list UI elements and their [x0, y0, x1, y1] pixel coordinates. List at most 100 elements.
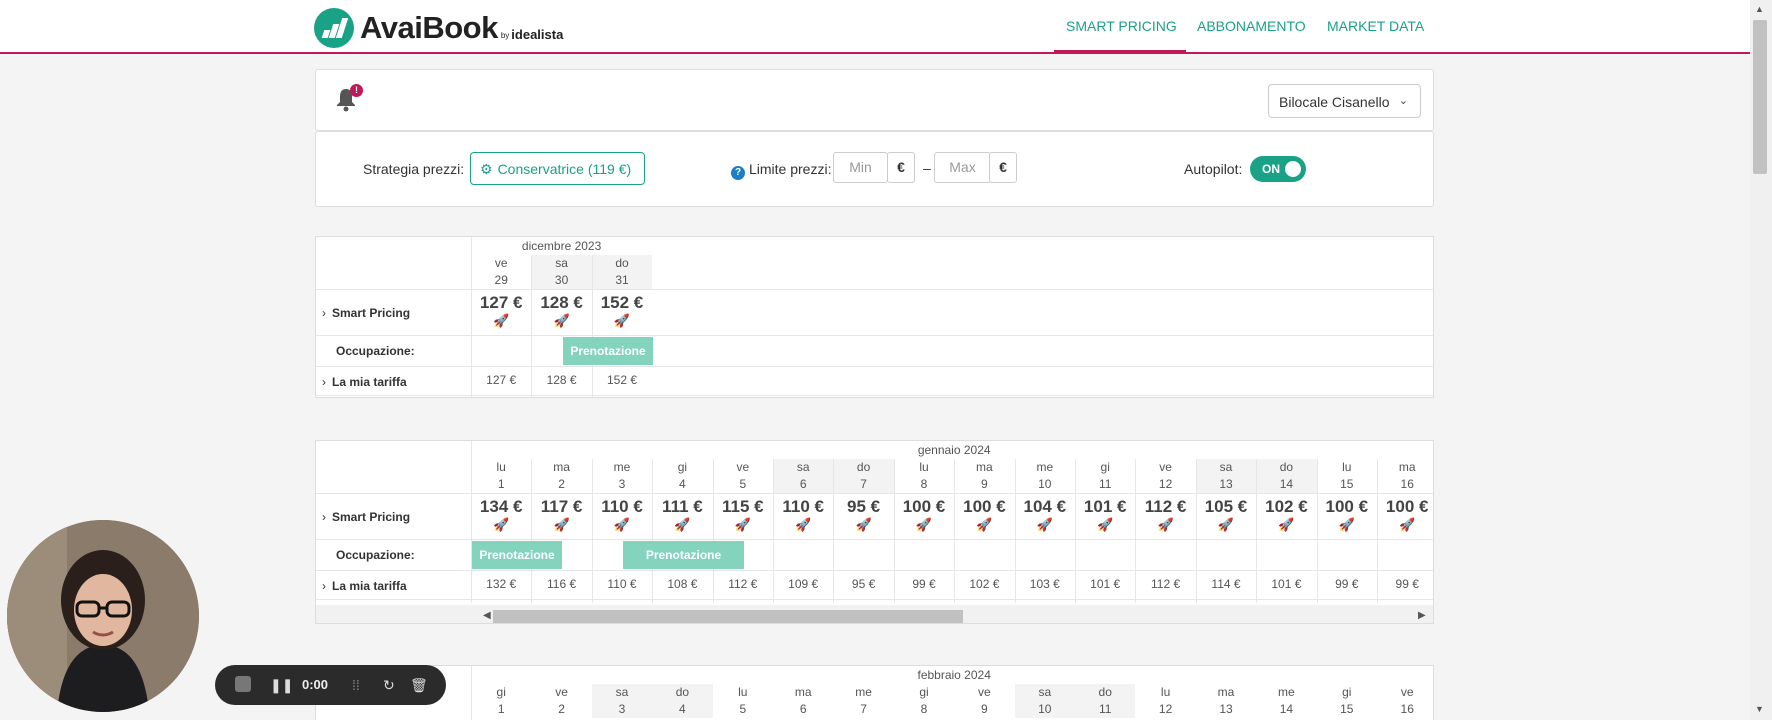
nav-market-data[interactable]: MARKET DATA — [1327, 18, 1425, 34]
smart-price[interactable]: 95 € — [847, 497, 881, 516]
rocket-icon[interactable]: 🚀 — [1036, 517, 1053, 532]
my-rate-value[interactable]: 112 € — [1151, 577, 1181, 591]
rocket-icon[interactable]: 🚀 — [795, 517, 812, 532]
rocket-icon[interactable]: 🚀 — [613, 517, 631, 532]
smart-pricing-row-label[interactable]: › Smart Pricing — [322, 510, 410, 524]
rocket-icon[interactable]: 🚀 — [553, 313, 570, 328]
property-select-value: Bilocale Cisanello — [1279, 94, 1390, 110]
column-divider — [893, 459, 895, 603]
rocket-icon[interactable]: 🚀 — [1399, 517, 1416, 532]
booking-bar[interactable]: Prenotazione — [472, 541, 562, 569]
rocket-icon[interactable]: 🚀 — [674, 517, 691, 532]
my-rate-value[interactable]: 101 € — [1271, 577, 1302, 591]
smart-price[interactable]: 117 € — [540, 497, 583, 516]
my-rate-value[interactable]: 95 € — [851, 577, 876, 591]
smart-pricing-row-label[interactable]: › Smart Pricing — [322, 306, 410, 320]
booking-bar[interactable]: Prenotazione — [623, 541, 744, 569]
drag-handle-icon[interactable]: ⁞⁞ — [352, 677, 360, 693]
rocket-icon[interactable]: 🚀 — [1338, 517, 1355, 532]
my-rate-value[interactable]: 99 € — [912, 577, 936, 591]
page-scrollbar-thumb[interactable] — [1753, 20, 1767, 174]
my-rate-row-label[interactable]: › La mia tariffa — [322, 579, 407, 593]
page-scrollbar[interactable]: ▲ ▼ — [1750, 0, 1772, 720]
rocket-icon[interactable]: 🚀 — [1097, 517, 1114, 532]
rocket-icon[interactable]: 🚀 — [915, 517, 933, 532]
nav-smart-pricing[interactable]: SMART PRICING — [1066, 18, 1177, 34]
min-price-input[interactable]: Min — [833, 152, 888, 183]
smart-price[interactable]: 100 € — [1385, 497, 1429, 516]
my-rate-value[interactable]: 128 € — [546, 373, 577, 387]
rocket-icon[interactable]: 🚀 — [1157, 517, 1174, 532]
my-rate-value[interactable]: 108 € — [667, 577, 698, 591]
row-divider — [316, 570, 1433, 571]
my-rate-value[interactable]: 110 € — [607, 577, 637, 591]
my-rate-value[interactable]: 127 € — [486, 373, 517, 387]
smart-price[interactable]: 115 € — [721, 497, 764, 516]
calendar-dicembre-2023: dicembre 2023 ve 29 127 € 🚀 127 € sa 30 128 € 🚀 12… — [315, 236, 1434, 398]
help-icon[interactable]: ? — [731, 166, 745, 180]
trash-icon[interactable]: 🗑 — [410, 677, 428, 693]
stop-recording-icon[interactable] — [235, 676, 251, 692]
my-rate-value[interactable]: 109 € — [788, 577, 819, 591]
smart-price[interactable]: 100 € — [1325, 497, 1369, 516]
scroll-down-arrow-icon[interactable]: ▼ — [1755, 704, 1764, 714]
smart-price[interactable]: 152 € — [600, 293, 644, 312]
my-rate-value[interactable]: 99 € — [1395, 577, 1419, 591]
smart-price[interactable]: 110 € — [601, 497, 643, 516]
smart-price[interactable]: 104 € — [1023, 497, 1067, 516]
my-rate-value[interactable]: 101 € — [1090, 577, 1121, 591]
rocket-icon[interactable]: 🚀 — [734, 517, 751, 532]
smart-price[interactable]: 134 € — [479, 497, 523, 516]
expand-chevron-icon[interactable]: › — [322, 375, 326, 389]
rocket-icon[interactable]: 🚀 — [613, 313, 631, 328]
smart-price[interactable]: 111 € — [662, 497, 703, 516]
rocket-icon[interactable]: 🚀 — [1217, 517, 1235, 532]
my-rate-value[interactable]: 103 € — [1029, 577, 1060, 591]
my-rate-value[interactable]: 102 € — [969, 577, 1000, 591]
smart-price[interactable]: 100 € — [963, 497, 1006, 516]
booking-bar[interactable]: Prenotazione — [563, 337, 653, 365]
smart-price[interactable]: 105 € — [1204, 497, 1248, 516]
smart-price[interactable]: 110 € — [782, 497, 824, 516]
rocket-icon[interactable]: 🚀 — [1278, 517, 1295, 532]
smart-price[interactable]: 127 € — [479, 293, 523, 312]
nav-abbonamento[interactable]: ABBONAMENTO — [1197, 18, 1306, 34]
expand-chevron-icon[interactable]: › — [322, 579, 326, 593]
calendar-horizontal-scrollbar[interactable]: ◀ ▶ — [316, 605, 1433, 623]
my-rate-value[interactable]: 116 € — [547, 577, 577, 591]
label-column-divider — [471, 441, 472, 603]
scroll-left-arrow-icon[interactable]: ◀ — [483, 610, 491, 621]
autopilot-state: ON — [1262, 162, 1280, 176]
rocket-icon[interactable]: 🚀 — [976, 517, 993, 532]
restart-icon[interactable]: ↻ — [383, 677, 395, 693]
my-rate-value[interactable]: 132 € — [486, 577, 517, 591]
max-price-input[interactable]: Max — [934, 152, 991, 183]
rocket-icon[interactable]: 🚀 — [493, 517, 510, 532]
smart-price[interactable]: 100 € — [902, 497, 946, 516]
day-of-week: me — [613, 460, 631, 474]
smart-price[interactable]: 102 € — [1265, 497, 1308, 516]
day-number: 5 — [739, 477, 747, 491]
my-rate-value[interactable]: 99 € — [1335, 577, 1359, 591]
rocket-icon[interactable]: 🚀 — [553, 517, 570, 532]
property-select[interactable]: Bilocale Cisanello ⌄ — [1268, 84, 1421, 118]
day-number: 10 — [1014, 701, 1075, 718]
my-rate-value[interactable]: 114 € — [1211, 577, 1241, 591]
rocket-icon[interactable]: 🚀 — [855, 517, 872, 532]
rocket-icon[interactable]: 🚀 — [493, 313, 510, 328]
smart-price[interactable]: 112 € — [1144, 497, 1187, 516]
autopilot-toggle[interactable]: ON — [1250, 156, 1306, 182]
expand-chevron-icon[interactable]: › — [322, 510, 326, 524]
my-rate-value[interactable]: 112 € — [728, 577, 758, 591]
strategy-button[interactable]: ⚙ Conservatrice (119 €) — [470, 152, 645, 185]
pause-icon[interactable]: ❚❚ — [270, 677, 294, 693]
my-rate-value[interactable]: 152 € — [606, 373, 637, 387]
my-rate-row-label[interactable]: › La mia tariffa — [322, 375, 407, 389]
avaibook-logo[interactable]: AvaiBook by idealista — [314, 8, 563, 48]
scroll-right-arrow-icon[interactable]: ▶ — [1418, 610, 1426, 621]
horizontal-scrollbar-thumb[interactable] — [493, 610, 963, 623]
expand-chevron-icon[interactable]: › — [322, 306, 326, 320]
smart-price[interactable]: 128 € — [540, 293, 583, 312]
smart-price[interactable]: 101 € — [1083, 497, 1127, 516]
scroll-up-arrow-icon[interactable]: ▲ — [1755, 4, 1764, 14]
